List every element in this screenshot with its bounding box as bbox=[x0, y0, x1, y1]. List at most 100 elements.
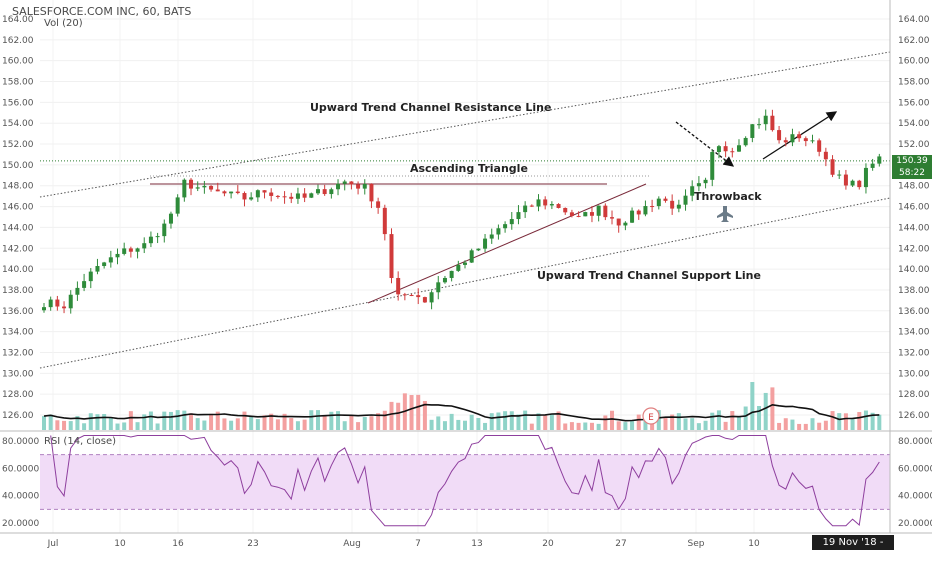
volume-bar bbox=[128, 411, 133, 430]
candle-body bbox=[302, 193, 307, 198]
candle-body bbox=[422, 297, 427, 303]
volume-bar bbox=[503, 411, 508, 430]
candle-body bbox=[436, 282, 441, 293]
y-tick-label: 136.00 bbox=[2, 307, 34, 317]
volume-bar bbox=[449, 413, 454, 430]
y-tick-label: 164.00 bbox=[2, 15, 34, 25]
volume-bar bbox=[229, 420, 234, 430]
volume-label[interactable]: Vol (20) bbox=[44, 18, 83, 29]
candle-body bbox=[48, 299, 53, 308]
cursor-date-box: 19 Nov '18 - 13:30 bbox=[812, 535, 894, 563]
x-tick-label: Sep bbox=[688, 539, 705, 549]
candle-body bbox=[322, 189, 327, 195]
volume-bar bbox=[75, 416, 80, 430]
y-tick-label: 144.00 bbox=[2, 223, 34, 233]
candle-body bbox=[215, 189, 220, 192]
candle-body bbox=[616, 218, 621, 226]
x-tick-label: Aug bbox=[343, 539, 361, 549]
volume-bar bbox=[382, 410, 387, 430]
volume-bar bbox=[249, 416, 254, 430]
volume-bar bbox=[168, 411, 173, 430]
volume-bar bbox=[736, 416, 741, 430]
volume-bar bbox=[583, 422, 588, 430]
volume-bar bbox=[623, 422, 628, 430]
candle-body bbox=[329, 189, 334, 195]
volume-bar bbox=[282, 413, 287, 430]
volume-bar bbox=[202, 420, 207, 430]
volume-bar bbox=[476, 417, 481, 430]
candle-body bbox=[229, 191, 234, 194]
volume-bar bbox=[356, 422, 361, 430]
y-tick-label: 154.00 bbox=[2, 119, 34, 129]
candle-body bbox=[356, 184, 361, 189]
volume-bar bbox=[336, 411, 341, 430]
candle-body bbox=[857, 180, 862, 188]
y-tick-label: 142.00 bbox=[2, 244, 34, 254]
price-chart[interactable]: Upward Trend Channel Resistance Line Asce… bbox=[0, 0, 932, 550]
candle-body bbox=[82, 281, 87, 288]
y-tick-label: 162.00 bbox=[898, 36, 930, 46]
volume-bar bbox=[543, 415, 548, 430]
y-tick-label: 160.00 bbox=[2, 57, 34, 67]
candle-body bbox=[336, 183, 341, 190]
candle-body bbox=[409, 295, 414, 297]
trend-channel-line bbox=[39, 51, 891, 198]
candle-body bbox=[663, 198, 668, 201]
x-tick-label: 23 bbox=[247, 539, 258, 549]
volume-bar bbox=[850, 417, 855, 430]
candle-body bbox=[115, 253, 120, 258]
volume-bar bbox=[349, 414, 354, 430]
volume-bar bbox=[817, 422, 822, 430]
volume-bar bbox=[422, 401, 427, 430]
candle-body bbox=[676, 204, 681, 209]
candle-body bbox=[850, 180, 855, 186]
volume-bar bbox=[630, 421, 635, 430]
volume-bar bbox=[396, 402, 401, 430]
candle-body bbox=[536, 199, 541, 207]
last-price-tag: 150.39 bbox=[892, 155, 932, 167]
candle-body bbox=[275, 195, 280, 197]
volume-bar bbox=[603, 415, 608, 430]
triangle-support bbox=[367, 183, 647, 304]
x-tick-label: 10 bbox=[114, 539, 126, 549]
candle-body bbox=[549, 204, 554, 206]
candle-body bbox=[262, 190, 267, 193]
volume-bar bbox=[616, 421, 621, 430]
y-tick-label: 144.00 bbox=[898, 223, 930, 233]
candle-body bbox=[716, 146, 721, 153]
volume-bar bbox=[135, 422, 140, 430]
volume-bar bbox=[463, 420, 467, 430]
candle-body bbox=[282, 196, 287, 198]
rsi-tick-label: 20.0000 bbox=[898, 519, 932, 529]
candle-body bbox=[269, 192, 274, 196]
volume-bar bbox=[362, 417, 367, 430]
x-tick-label: 10 bbox=[748, 539, 760, 549]
volume-bar bbox=[790, 419, 795, 430]
volume-bar bbox=[763, 392, 768, 430]
candle-body bbox=[222, 191, 227, 194]
candle-body bbox=[309, 193, 314, 198]
volume-bar bbox=[529, 423, 534, 430]
volume-bar bbox=[703, 420, 708, 430]
x-tick-label: 20 bbox=[542, 539, 554, 549]
volume-bar bbox=[656, 410, 661, 430]
volume-bar bbox=[589, 422, 594, 430]
candle-body bbox=[496, 228, 501, 235]
candle-body bbox=[483, 238, 488, 249]
candle-body bbox=[710, 152, 715, 180]
volume-bar bbox=[376, 413, 381, 430]
symbol-title[interactable]: SALESFORCE.COM INC, 60, BATS bbox=[12, 5, 192, 18]
rsi-label[interactable]: RSI (14, close) bbox=[44, 436, 117, 447]
y-tick-label: 156.00 bbox=[898, 98, 930, 108]
volume-bar bbox=[743, 406, 748, 430]
candle-body bbox=[88, 271, 93, 282]
y-tick-label: 126.00 bbox=[2, 411, 34, 421]
volume-bar bbox=[342, 421, 347, 430]
candle-body bbox=[75, 287, 80, 295]
candle-body bbox=[148, 236, 153, 244]
rsi-tick-label: 60.0000 bbox=[2, 464, 39, 474]
y-tick-label: 140.00 bbox=[898, 265, 930, 275]
volume-bar bbox=[843, 413, 848, 430]
volume-bar bbox=[195, 418, 200, 430]
candle-body bbox=[650, 206, 655, 208]
